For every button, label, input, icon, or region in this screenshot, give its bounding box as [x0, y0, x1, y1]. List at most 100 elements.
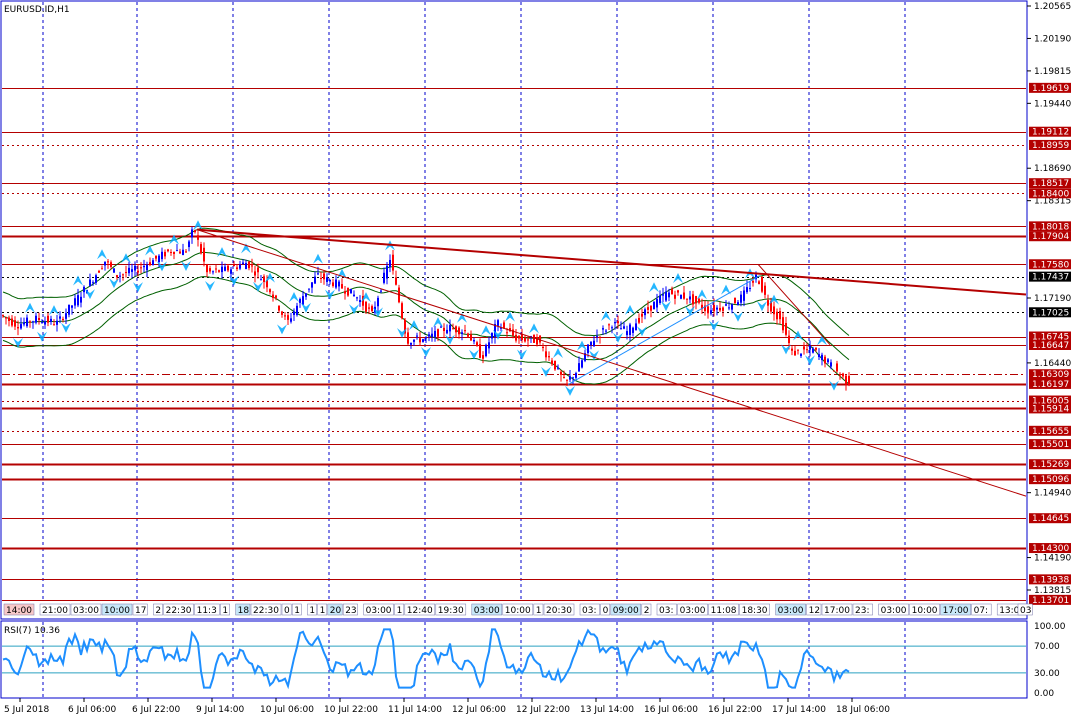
candle-body: [161, 251, 163, 260]
candle-body: [137, 270, 139, 273]
candle-body: [749, 287, 751, 289]
candle-body: [794, 350, 796, 356]
candle-body: [803, 346, 805, 350]
level-price-marker: [1029, 395, 1071, 406]
session-label: 12:40: [407, 606, 433, 616]
fractal-down-icon: [469, 349, 479, 360]
candle-body: [140, 267, 142, 269]
candle-body: [731, 304, 733, 310]
fractal-up-icon: [409, 320, 419, 331]
candle-body: [641, 313, 643, 317]
candle-body: [59, 316, 61, 319]
fractal-up-icon: [649, 282, 659, 293]
candle-body: [515, 334, 517, 341]
rsi-tick-label: 30.00: [1034, 669, 1060, 679]
candle-body: [527, 339, 529, 341]
session-label-box: [101, 603, 133, 616]
session-label: 20: [330, 606, 342, 616]
level-price-label: 1.17580: [1032, 260, 1069, 270]
candle-body: [764, 285, 766, 295]
candle-body: [344, 291, 346, 294]
fractal-down-icon: [85, 289, 95, 300]
fractal-up-icon: [25, 302, 35, 313]
candle-body: [131, 269, 133, 272]
candle-body: [170, 252, 172, 254]
fractal-down-icon: [493, 329, 503, 340]
candle-body: [287, 315, 289, 320]
candle-body: [239, 264, 241, 269]
candle-body: [185, 251, 187, 253]
level-price-marker: [1029, 259, 1071, 270]
level-price-marker: [1029, 231, 1071, 242]
level-price-label: 1.14300: [1032, 544, 1069, 554]
level-price-label: 1.13701: [1032, 596, 1069, 606]
session-label: 23: [345, 606, 356, 616]
fractal-up-icon: [193, 220, 203, 231]
candle-body: [47, 315, 49, 323]
candle-body: [305, 293, 307, 297]
candle-body: [227, 265, 229, 271]
level-price-marker: [1029, 459, 1071, 470]
candle-body: [488, 342, 490, 349]
candle-body: [638, 317, 640, 323]
trendlines[interactable]: [196, 228, 1027, 497]
fractal-up-icon: [577, 340, 587, 351]
candle-body: [284, 315, 286, 317]
candle-body: [191, 229, 193, 238]
candle-body: [554, 360, 556, 370]
candle-body: [500, 327, 502, 329]
fractal-down-icon: [661, 301, 671, 312]
candle-body: [347, 287, 349, 296]
candle-body: [395, 277, 397, 285]
rsi-panel[interactable]: [0, 620, 1028, 699]
candle-body: [713, 305, 715, 312]
candle-body: [446, 329, 448, 334]
candle-body: [212, 271, 214, 273]
candle-body: [38, 317, 40, 321]
time-tick-label: 12 Jul 06:00: [452, 705, 506, 715]
level-price-label: 1.16005: [1032, 397, 1069, 407]
session-label: 03:00: [680, 606, 706, 616]
candle-body: [224, 266, 226, 271]
level-price-marker: [1029, 139, 1071, 150]
candle-body: [125, 272, 127, 274]
session-label-box: [342, 603, 358, 616]
candle-body: [725, 304, 727, 306]
session-label: 18:30: [742, 606, 768, 616]
session-label-box: [327, 603, 343, 616]
candle-body: [650, 305, 652, 311]
candle-body: [470, 334, 472, 341]
fractal-up-icon: [217, 247, 227, 258]
candlesticks: [2, 226, 850, 391]
candle-body: [434, 330, 436, 337]
price-tick-label: 1.16440: [1034, 359, 1071, 369]
level-price-label: 1.16197: [1032, 380, 1069, 390]
price-tick-label: 1.14940: [1034, 489, 1071, 499]
price-axis[interactable]: 1.20565 1.20190 1.19815 1.19440 1.18690 1.183…: [1027, 2, 1071, 606]
fractal-up-icon: [49, 305, 59, 316]
candle-body: [278, 306, 280, 311]
candle-body: [272, 294, 274, 298]
candle-body: [158, 255, 160, 263]
fractal-down-icon: [325, 289, 335, 300]
level-price-label: 1.15269: [1032, 460, 1069, 470]
candle-body: [674, 294, 676, 299]
fractal-down-icon: [637, 326, 647, 337]
candle-body: [209, 268, 211, 272]
candle-body: [371, 306, 373, 312]
candle-body: [818, 354, 820, 358]
session-label-box: [579, 603, 600, 616]
main-plot-area[interactable]: [0, 0, 1028, 620]
horizontal-levels[interactable]: [2, 88, 1026, 601]
candle-body: [407, 332, 409, 344]
candle-body: [56, 320, 58, 325]
candle-body: [203, 247, 205, 262]
price-tick-label: 1.18690: [1034, 164, 1071, 174]
fractal-down-icon: [205, 281, 215, 292]
fractal-down-icon: [565, 385, 575, 396]
fractal-down-icon: [829, 380, 839, 391]
band-line: [2, 276, 850, 385]
candle-body: [842, 373, 844, 377]
session-label-box: [878, 603, 909, 616]
